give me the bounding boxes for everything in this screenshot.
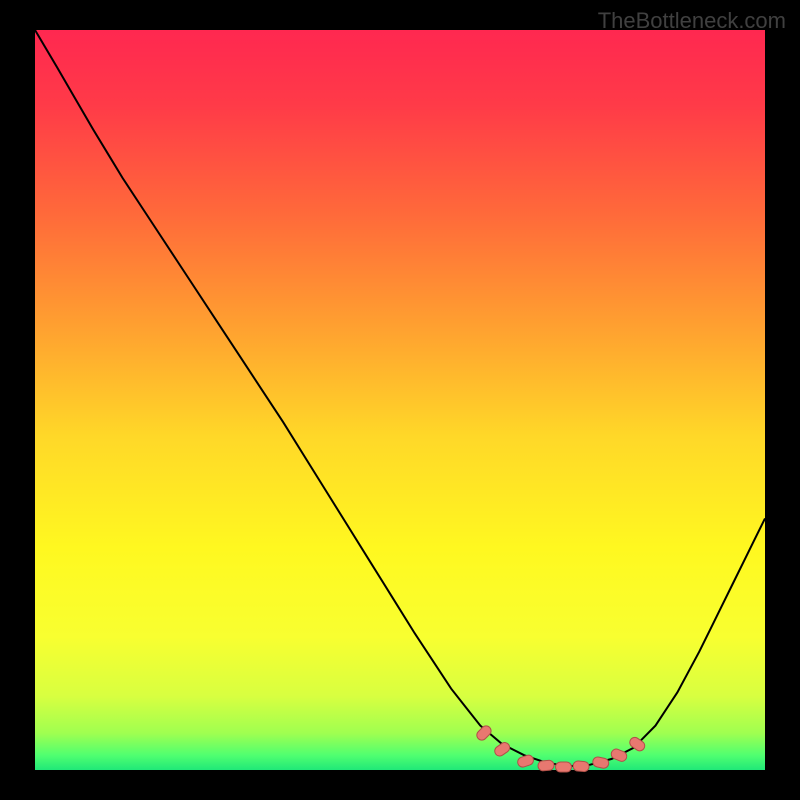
chart-svg <box>0 0 800 800</box>
plot-background <box>35 30 765 770</box>
chart-container: TheBottleneck.com <box>0 0 800 800</box>
marker <box>538 760 555 771</box>
marker <box>556 762 572 772</box>
watermark-text: TheBottleneck.com <box>598 8 786 34</box>
marker <box>573 761 590 772</box>
